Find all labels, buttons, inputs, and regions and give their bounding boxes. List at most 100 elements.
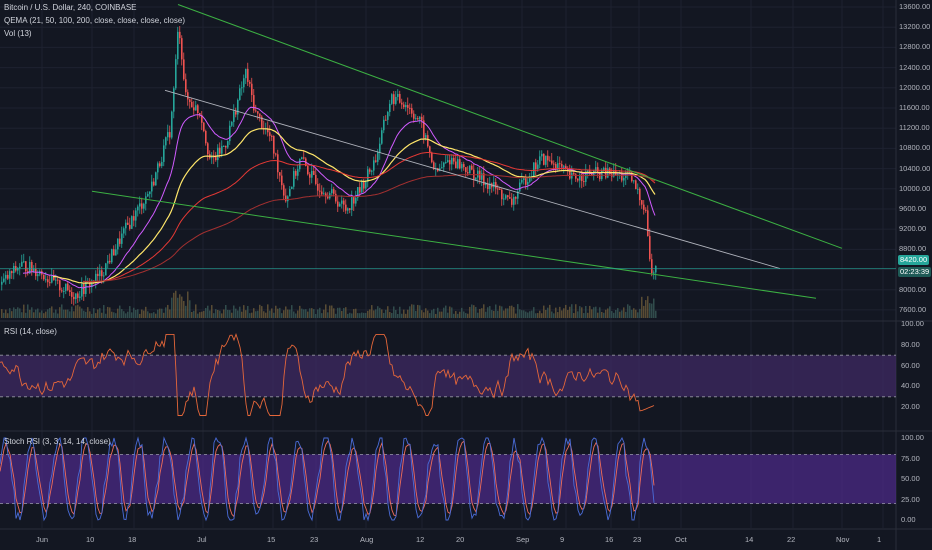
volume-bar	[89, 311, 91, 318]
volume-bar	[39, 312, 41, 318]
volume-bar	[233, 305, 235, 318]
volume-bar	[371, 305, 373, 318]
candle	[235, 111, 237, 115]
volume-bar	[159, 308, 161, 318]
volume-bar	[5, 309, 7, 318]
candle	[219, 147, 221, 154]
volume-bar	[627, 304, 629, 318]
candle	[363, 181, 365, 189]
candle	[301, 157, 303, 160]
candle	[85, 281, 87, 294]
volume-bar	[23, 304, 25, 318]
symbol-legend[interactable]: Bitcoin / U.S. Dollar, 240, COINBASE	[4, 3, 137, 12]
stoch-tick-label: 50.00	[901, 474, 920, 483]
candle	[151, 181, 153, 192]
candle	[99, 270, 101, 277]
candle	[215, 156, 217, 161]
candle	[311, 170, 313, 178]
rsi-legend[interactable]: RSI (14, close)	[4, 327, 57, 336]
volume-bar	[53, 312, 55, 318]
volume-bar	[1, 309, 3, 318]
volume-bar	[451, 307, 453, 318]
candle	[469, 165, 471, 174]
volume-bar	[543, 305, 545, 318]
candle	[361, 181, 363, 193]
volume-bar	[561, 310, 563, 318]
candle	[609, 168, 611, 175]
candle	[91, 280, 93, 288]
volume-bar	[447, 312, 449, 318]
volume-bar	[461, 307, 463, 318]
volume-bar	[531, 310, 533, 318]
volume-bar	[257, 310, 259, 318]
candle	[25, 261, 27, 272]
candle	[563, 165, 565, 167]
time-tick-label: 14	[745, 535, 754, 544]
volume-bar	[183, 300, 185, 318]
volume-bar	[283, 310, 285, 318]
candle	[419, 116, 421, 120]
candle	[211, 156, 213, 159]
volume-bar	[639, 308, 641, 318]
price-tick-label: 13200.00	[899, 22, 931, 32]
candle	[535, 162, 537, 170]
volume-bar	[653, 298, 655, 318]
candle	[385, 119, 387, 121]
volume-bar	[21, 312, 23, 318]
candle	[29, 261, 31, 274]
volume-bar	[165, 307, 167, 318]
volume-bar	[211, 305, 213, 318]
candle	[649, 236, 651, 260]
candle	[461, 164, 463, 169]
volume-bar	[173, 292, 175, 318]
volume-bar	[121, 309, 123, 318]
volume-bar	[319, 307, 321, 318]
volume-bar	[125, 313, 127, 318]
volume-bar	[241, 311, 243, 318]
candle	[69, 290, 71, 293]
candle	[597, 167, 599, 172]
volume-bar	[11, 311, 13, 318]
candle	[347, 208, 349, 211]
volume-bar	[549, 304, 551, 318]
volume-bar	[59, 307, 61, 318]
candle	[309, 174, 311, 178]
volume-bar	[423, 312, 425, 318]
candle	[651, 259, 653, 274]
candle	[351, 197, 353, 210]
stoch-rsi-legend[interactable]: Stoch RSI (3, 3, 14, 14, close)	[4, 437, 111, 446]
volume-bar	[399, 306, 401, 318]
candle	[17, 268, 19, 271]
volume-bar	[429, 313, 431, 318]
candle	[197, 105, 199, 114]
volume-bar	[295, 313, 297, 318]
volume-bar	[411, 304, 413, 318]
rsi-band	[0, 355, 896, 397]
candle	[53, 275, 55, 281]
candle	[129, 224, 131, 229]
volume-bar	[313, 309, 315, 318]
volume-bar	[63, 309, 65, 318]
volume-bar	[637, 312, 639, 318]
volume-bar	[343, 308, 345, 318]
volume-legend[interactable]: Vol (13)	[4, 29, 32, 38]
volume-bar	[237, 310, 239, 318]
candle	[391, 94, 393, 104]
volume-bar	[57, 313, 59, 318]
candle	[9, 271, 11, 279]
candle	[317, 183, 319, 191]
qema-legend[interactable]: QEMA (21, 50, 100, 200, close, close, cl…	[4, 16, 185, 25]
candle	[417, 118, 419, 120]
candle	[585, 171, 587, 182]
candle	[119, 238, 121, 244]
candle	[383, 119, 385, 131]
volume-bar	[503, 310, 505, 318]
candle	[507, 195, 509, 198]
volume-bar	[101, 312, 103, 318]
candle	[577, 178, 579, 181]
price-tick-label: 12800.00	[899, 42, 931, 52]
candle	[107, 260, 109, 264]
candle	[655, 265, 657, 273]
volume-bar	[247, 305, 249, 318]
